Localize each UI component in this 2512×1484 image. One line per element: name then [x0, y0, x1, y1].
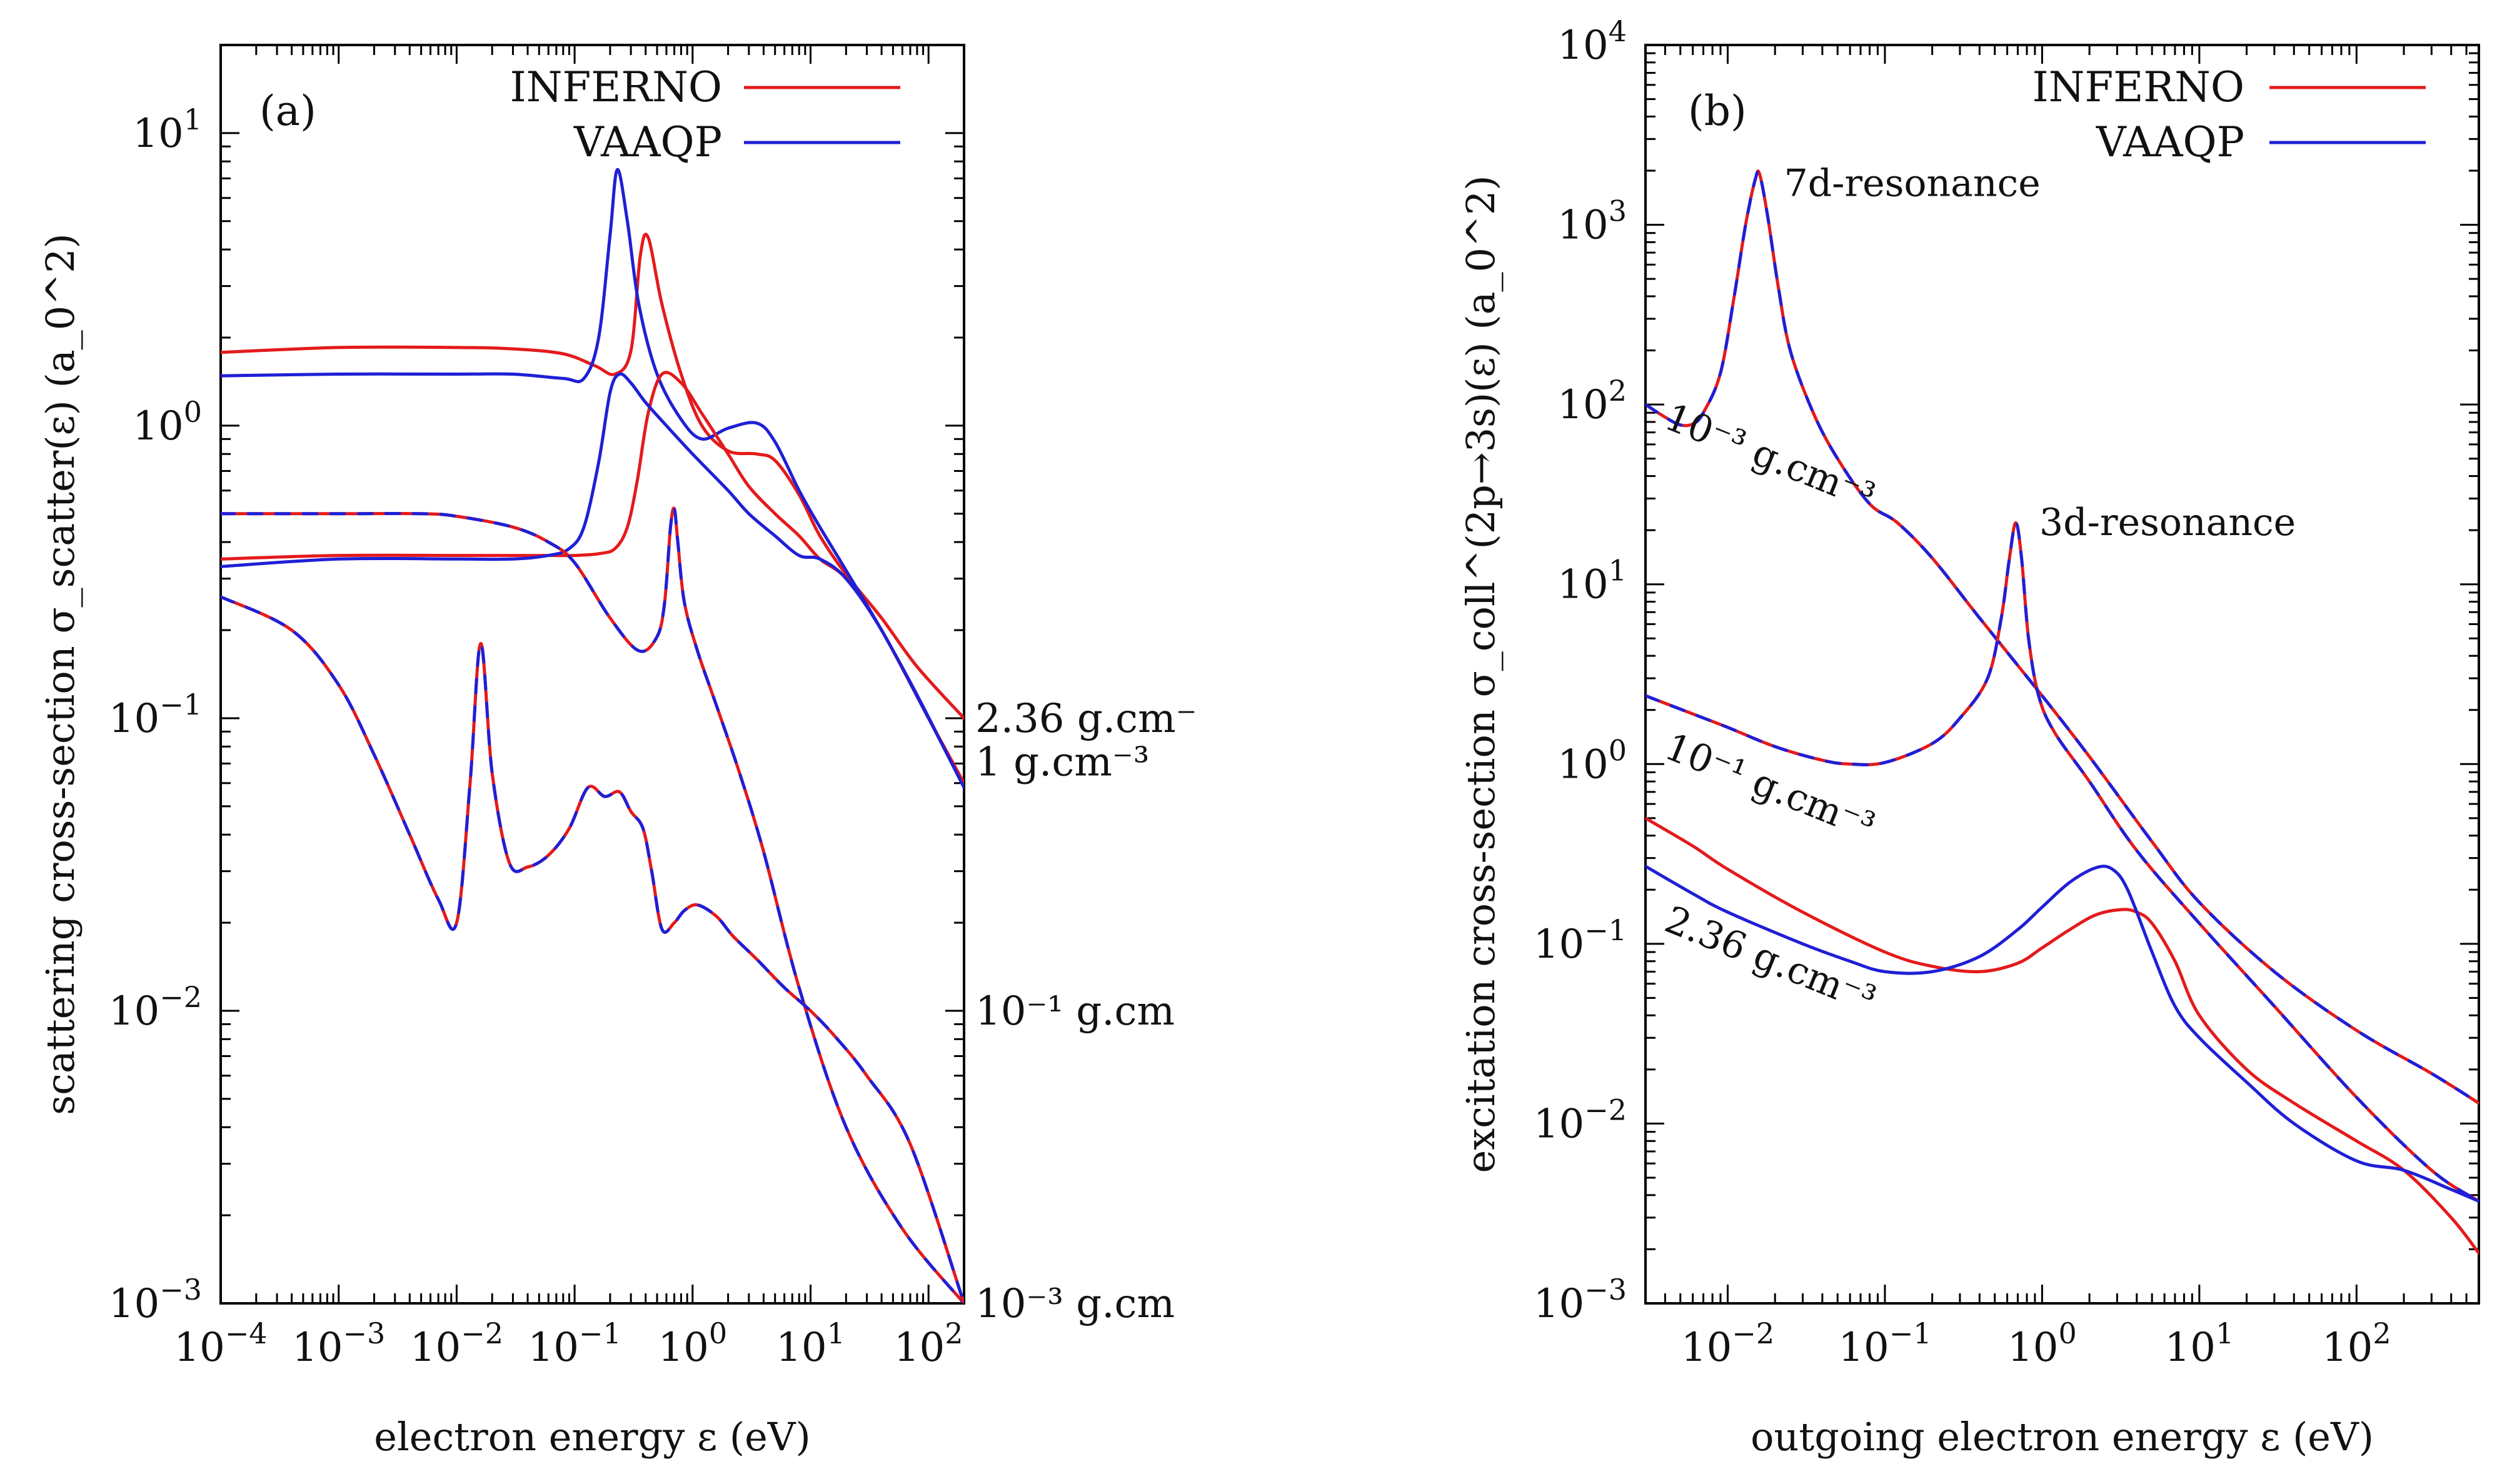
x-tick-label: 10−4 [174, 1316, 267, 1371]
y-tick-label: 102 [1557, 374, 1627, 428]
y-tick-label: 101 [133, 103, 202, 157]
x-tick-label: 10−2 [410, 1316, 503, 1371]
legend-label-vaaqp: VAAQP [2096, 118, 2244, 166]
series-line-vaaqp-overlay-4 [221, 506, 964, 1303]
legend-label-vaaqp: VAAQP [573, 118, 722, 166]
series-line-vaaqp-overlay-1 [1645, 521, 2479, 1203]
x-tick-label: 10−3 [292, 1316, 385, 1371]
x-tick-label: 102 [894, 1316, 963, 1371]
x-tick-label: 10−1 [1838, 1316, 1931, 1371]
x-axis-label: outgoing electron energy ε (eV) [1751, 1414, 2374, 1460]
density-label: 10⁻¹ g.cm [975, 988, 1175, 1035]
series-line-inferno-0 [221, 233, 964, 720]
y-tick-label: 10−2 [109, 980, 202, 1035]
legend-label-inferno: INFERNO [2032, 63, 2244, 111]
series-line-vaaqp-overlay-0 [1645, 169, 2479, 1105]
series-line-vaaqp-1 [221, 168, 964, 790]
density-label: 2.36 g.cm⁻ [975, 696, 1197, 742]
y-tick-label: 100 [1557, 733, 1627, 788]
plot-frame [1644, 44, 2480, 1305]
y-tick-label: 100 [133, 395, 202, 449]
x-tick-label: 100 [2007, 1316, 2077, 1371]
resonance-annotation: 3d-resonance [2039, 501, 2296, 544]
panel-label: (a) [259, 87, 316, 135]
legend-label-inferno: INFERNO [510, 63, 722, 111]
panel-b-chart: 10−2 10−1 100 101 102 10−3 10−2 10−1 100 101 102 10… [1458, 14, 2480, 1460]
y-tick-label: 101 [1557, 554, 1627, 608]
density-label: 10⁻³ g.cm⁻³ [1659, 395, 1881, 519]
series-line-inferno-2 [1645, 816, 2479, 1255]
x-tick-label: 10−1 [528, 1316, 621, 1371]
x-tick-label: 10−2 [1681, 1316, 1774, 1371]
x-axis-label: electron energy ε (eV) [374, 1414, 811, 1460]
series-line-inferno-1 [1645, 521, 2479, 1203]
panel-label: (b) [1688, 87, 1747, 135]
plot-frame [219, 44, 965, 1305]
x-tick-label: 101 [776, 1316, 845, 1371]
density-label: 10⁻³ g.cm [975, 1281, 1175, 1327]
resonance-annotation: 7d-resonance [1784, 161, 2041, 205]
y-axis-label: scattering cross-section σ_scatter(ε) (a… [38, 233, 83, 1115]
y-axis-label: excitation cross-section σ_coll^(2p→3s)(… [1458, 175, 1504, 1173]
series-line-inferno-2 [221, 371, 964, 785]
y-tick-label: 10−3 [1534, 1273, 1627, 1327]
y-tick-label: 10−2 [1534, 1093, 1627, 1147]
y-tick-label: 10−1 [109, 688, 202, 742]
x-tick-label: 101 [2165, 1316, 2234, 1371]
x-tick-label: 100 [658, 1316, 727, 1371]
series-line-inferno-4 [221, 506, 964, 1303]
y-tick-label: 104 [1557, 14, 1627, 69]
y-tick-label: 10−1 [1534, 913, 1627, 968]
panel-a-chart: 10−4 10−3 10−2 10−1 100 101 10210−310−210−1100… [38, 44, 1197, 1460]
series-line-vaaqp-3 [221, 372, 964, 790]
density-label: 1 g.cm⁻³ [975, 739, 1149, 786]
x-tick-label: 102 [2322, 1316, 2391, 1371]
series-line-inferno-5 [221, 595, 964, 1303]
y-tick-label: 103 [1557, 194, 1627, 249]
series-line-vaaqp-overlay-5 [221, 595, 964, 1303]
y-tick-label: 10−3 [109, 1273, 202, 1327]
series-line-vaaqp-3 [1645, 865, 2479, 1203]
